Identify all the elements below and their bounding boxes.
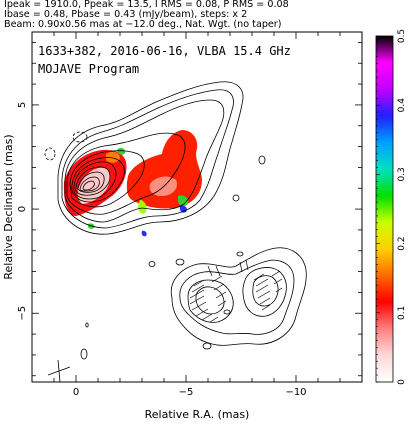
y-axis-ticks: 5 0 −5 [17, 42, 362, 377]
contour [75, 166, 111, 196]
x-axis-ticks: 0 −5 −10 [53, 32, 341, 398]
contour [232, 194, 240, 202]
colorbar-tick-label: 0.1 [397, 306, 407, 320]
evpa-tick [207, 265, 221, 277]
contour [44, 147, 56, 161]
colorbar-tick-label: 0.5 [397, 29, 407, 43]
contour [170, 247, 307, 346]
contour [77, 171, 105, 193]
x-tick-label: −10 [285, 387, 306, 398]
contour [73, 161, 117, 200]
polarization-patch-green-2 [138, 200, 147, 214]
colorbar-tick-label: 0.4 [397, 98, 407, 113]
contour [72, 131, 88, 143]
map-subtitle: MOJAVE Program [38, 62, 139, 76]
contour [179, 259, 295, 335]
header-line-3: Beam: 0.90x0.56 mas at −12.0 deg., Nat. … [4, 19, 282, 30]
polarization-patch-jet-light [149, 176, 178, 196]
y-tick-label: 0 [17, 206, 28, 212]
contour [175, 258, 185, 266]
contour [79, 176, 100, 192]
contour [195, 286, 225, 315]
evpa-tick [189, 275, 227, 323]
contour [69, 150, 145, 208]
contour [236, 251, 244, 257]
contour [66, 132, 186, 215]
colorbar-tick-label: 0.3 [397, 167, 407, 181]
colorbar-tick-label: 0.2 [397, 236, 407, 250]
contour [57, 81, 244, 235]
contour [252, 275, 279, 307]
contour [71, 157, 125, 203]
contour [85, 322, 89, 328]
contour [148, 261, 156, 267]
polarization-patch-green-3 [178, 195, 189, 207]
colorbar-ticks: 0 0.1 0.2 0.3 0.4 0.5 [376, 29, 407, 385]
contour [61, 89, 234, 229]
contour [202, 342, 212, 350]
contour [82, 180, 95, 191]
map-contents [44, 81, 307, 360]
contour [258, 155, 266, 165]
restoring-beam [47, 359, 71, 383]
colorbar-tick-label: 0 [397, 379, 407, 385]
header-line-1: Ipeak = 1910.0, Ppeak = 13.5, I RMS = 0.… [4, 0, 289, 10]
y-tick-label: −5 [17, 306, 28, 321]
contour [80, 348, 88, 360]
header-line-2: Ibase = 0.48, Pbase = 0.43 (mJy/beam), s… [4, 9, 248, 20]
polarization-patch-blue-2 [141, 230, 147, 237]
contour [187, 279, 234, 323]
evpa-vectors [189, 259, 283, 323]
y-axis-label: Relative Declination (mas) [2, 134, 15, 279]
contour [223, 309, 231, 315]
x-axis-label: Relative R.A. (mas) [145, 408, 250, 421]
y-tick-label: 5 [17, 102, 28, 108]
contour [242, 267, 287, 317]
map-title: 1633+382, 2016-06-16, VLBA 15.4 GHz [38, 44, 291, 58]
contour [64, 99, 225, 223]
evpa-tick [253, 270, 283, 311]
colorbar [375, 35, 394, 383]
evpa-tick [239, 259, 249, 273]
x-tick-label: −5 [179, 387, 194, 398]
intensity-contours [44, 81, 307, 360]
polarization-patch-jet [126, 130, 202, 209]
x-tick-label: 0 [73, 387, 79, 398]
polarization-patch-orange [106, 151, 120, 163]
